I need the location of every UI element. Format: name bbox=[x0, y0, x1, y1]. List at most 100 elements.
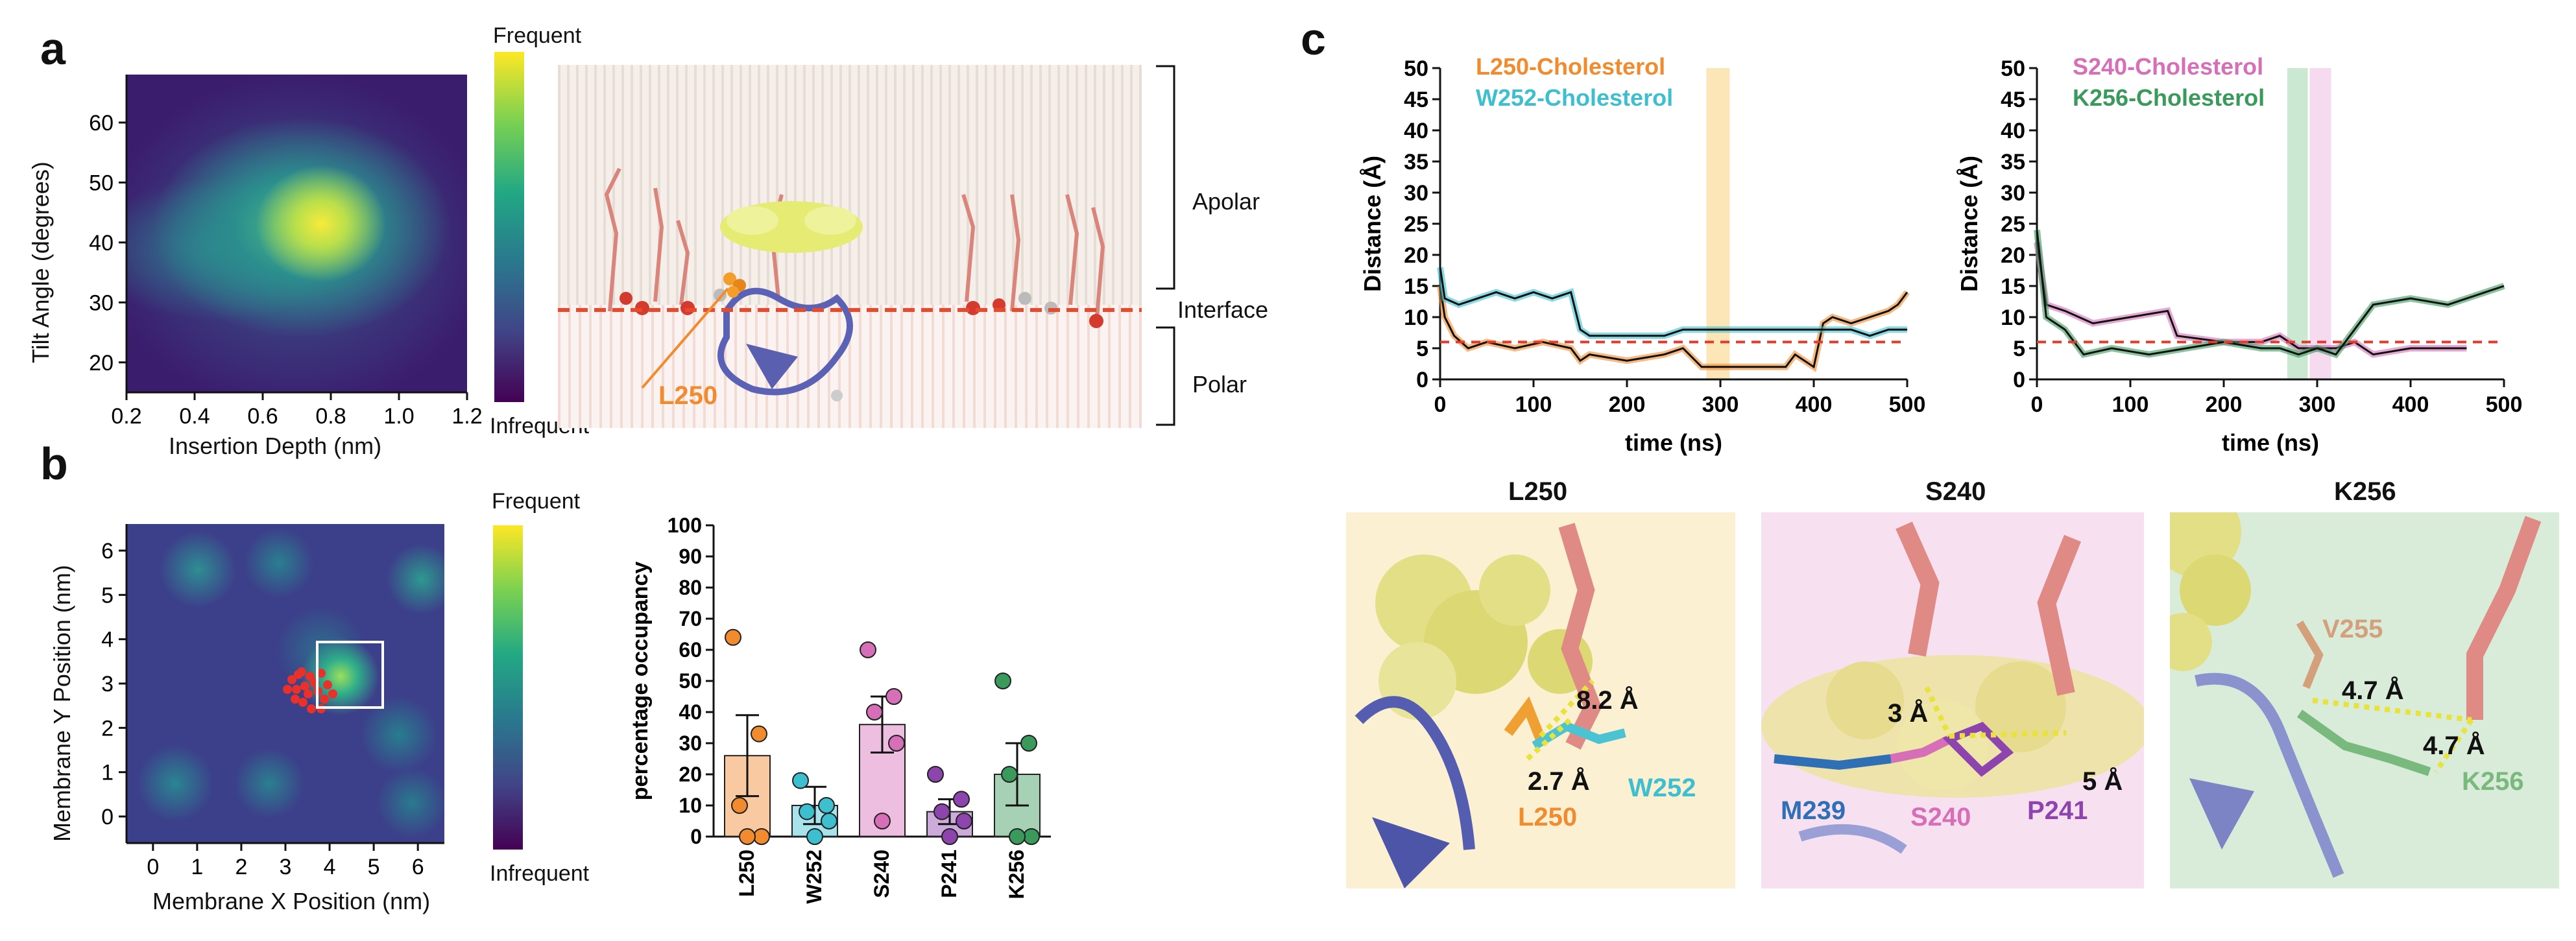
ts1-legend-1: W252-Cholesterol bbox=[1476, 84, 1673, 111]
snapshot-k256: V255 4.7 Å 4.7 Å K256 bbox=[2170, 512, 2559, 888]
membrane-brackets bbox=[1156, 65, 1175, 426]
ts2-xtick-label: 100 bbox=[2112, 392, 2149, 417]
data-point bbox=[888, 735, 905, 752]
tilt-ytick-label: 60 bbox=[89, 111, 114, 136]
ts1-xtick-label: 300 bbox=[1702, 392, 1739, 417]
ts1-ytick-label: 35 bbox=[1404, 150, 1428, 174]
tilt-depth-axes: 0.2 0.4 0.6 0.8 1.0 1.2 20 30 40 50 60 bbox=[89, 75, 483, 429]
ts2-xtick-label: 200 bbox=[2206, 392, 2243, 417]
panel-label-c: c bbox=[1301, 14, 1326, 64]
bar-ytick-label: 100 bbox=[668, 514, 702, 537]
snapshot-k256-title: K256 bbox=[2334, 477, 2396, 506]
data-point bbox=[927, 766, 944, 783]
bar-xtick-label: W252 bbox=[802, 850, 826, 904]
s240-dist1: 3 Å bbox=[1888, 699, 1929, 728]
tilt-ytick-label: 30 bbox=[89, 291, 114, 315]
xy-ytick-label: 4 bbox=[101, 628, 114, 652]
ts1-ytick-label: 25 bbox=[1404, 212, 1428, 237]
xy-xtick-label: 0 bbox=[147, 855, 159, 879]
contact-point bbox=[292, 685, 301, 694]
ts2-ytick-label: 45 bbox=[2001, 88, 2025, 112]
tilt-depth-ylabel: Tilt Angle (degrees) bbox=[27, 161, 54, 363]
tilt-depth-heatmap bbox=[126, 75, 467, 392]
contact-point bbox=[283, 685, 292, 694]
contact-point bbox=[328, 689, 337, 698]
s240-res1: M239 bbox=[1781, 796, 1846, 825]
xy-ytick-label: 3 bbox=[101, 672, 114, 697]
ts2-xlabel: time (ns) bbox=[2222, 429, 2319, 456]
ts2-ytick-label: 5 bbox=[2013, 337, 2025, 361]
bar-ytick-label: 90 bbox=[679, 545, 702, 568]
data-point bbox=[731, 797, 748, 814]
data-point bbox=[1023, 828, 1040, 845]
ts2-xtick-label: 0 bbox=[2031, 392, 2043, 417]
xy-ytick-label: 0 bbox=[101, 805, 114, 829]
l250-res2: L250 bbox=[1518, 803, 1578, 831]
ts1-ytick-label: 30 bbox=[1404, 181, 1428, 206]
label-l250-membrane: L250 bbox=[658, 381, 718, 410]
data-point bbox=[792, 772, 809, 789]
contact-point bbox=[298, 698, 307, 707]
ts1-series-1-mean bbox=[1439, 267, 1907, 337]
bar-ytick-label: 60 bbox=[679, 638, 702, 661]
k256-dist1: 4.7 Å bbox=[2342, 676, 2404, 705]
contact-point bbox=[291, 695, 300, 704]
ts2-ytick-label: 30 bbox=[2001, 181, 2025, 206]
ts1-series-1 bbox=[1437, 267, 1907, 340]
contact-point bbox=[320, 695, 329, 704]
ts1-ytick-label: 45 bbox=[1404, 88, 1428, 112]
data-point bbox=[953, 791, 970, 808]
xy-ylabel: Membrane Y Position (nm) bbox=[49, 565, 75, 842]
contact-point bbox=[294, 670, 303, 679]
s240-res3: P241 bbox=[2027, 796, 2088, 825]
data-point bbox=[821, 813, 837, 829]
ts2-ytick-label: 15 bbox=[2001, 274, 2025, 299]
snapshot-l250-title: L250 bbox=[1508, 477, 1568, 506]
tilt-ytick-label: 50 bbox=[89, 171, 114, 195]
bar-xtick-label: K256 bbox=[1005, 850, 1028, 899]
bar-xtick-label: S240 bbox=[870, 850, 893, 898]
label-apolar: Apolar bbox=[1192, 188, 1260, 215]
snapshot-l250: 8.2 Å 2.7 Å W252 L250 bbox=[1346, 512, 1735, 888]
k256-res1: V255 bbox=[2322, 615, 2383, 643]
ts1-xtick-label: 500 bbox=[1889, 392, 1926, 417]
xy-xlabel: Membrane X Position (nm) bbox=[152, 888, 431, 914]
tilt-ytick-label: 20 bbox=[89, 351, 114, 375]
l250-dist2: 2.7 Å bbox=[1528, 767, 1590, 796]
snapshot-s240-title: S240 bbox=[1925, 477, 1986, 506]
tilt-xtick-label: 0.4 bbox=[179, 404, 210, 429]
ts1-ytick-label: 20 bbox=[1404, 243, 1428, 268]
ts1-ylabel: Distance (Å) bbox=[1359, 156, 1386, 292]
data-point bbox=[874, 813, 891, 829]
tilt-xtick-label: 0.6 bbox=[247, 404, 278, 429]
ts1-ytick-label: 15 bbox=[1404, 274, 1428, 299]
ts2-ytick-label: 40 bbox=[2001, 119, 2025, 143]
ts2-ytick-label: 0 bbox=[2013, 368, 2025, 392]
ts2-ytick-label: 50 bbox=[2001, 56, 2025, 81]
xy-axes: 0 1 2 3 4 5 6 0 1 2 3 4 5 6 bbox=[101, 524, 444, 879]
data-point bbox=[956, 813, 972, 829]
xy-heatmap bbox=[126, 524, 444, 843]
ts1-xlabel: time (ns) bbox=[1625, 429, 1722, 456]
xy-xtick-label: 5 bbox=[368, 855, 380, 879]
data-point bbox=[818, 797, 835, 814]
data-point bbox=[751, 725, 767, 743]
contact-point bbox=[307, 704, 316, 713]
bar-ytick-label: 20 bbox=[679, 763, 702, 786]
bar-ylabel: percentage occupancy bbox=[628, 562, 653, 801]
ts2-highlight bbox=[2309, 68, 2331, 379]
membrane-snapshot bbox=[558, 65, 1142, 428]
ts1-xtick-label: 100 bbox=[1515, 392, 1552, 417]
contact-point bbox=[306, 672, 315, 681]
tilt-xtick-label: 1.2 bbox=[451, 404, 482, 429]
ts2-series-0-mean bbox=[2036, 242, 2467, 356]
bar-ytick-label: 0 bbox=[690, 825, 702, 848]
s240-res2: S240 bbox=[1910, 803, 1971, 831]
ts2-ytick-label: 10 bbox=[2001, 305, 2025, 330]
xy-xtick-label: 3 bbox=[280, 855, 292, 879]
ts1-xtick-label: 200 bbox=[1609, 392, 1646, 417]
ts1-ytick-label: 10 bbox=[1404, 305, 1428, 330]
data-point bbox=[1020, 735, 1037, 752]
